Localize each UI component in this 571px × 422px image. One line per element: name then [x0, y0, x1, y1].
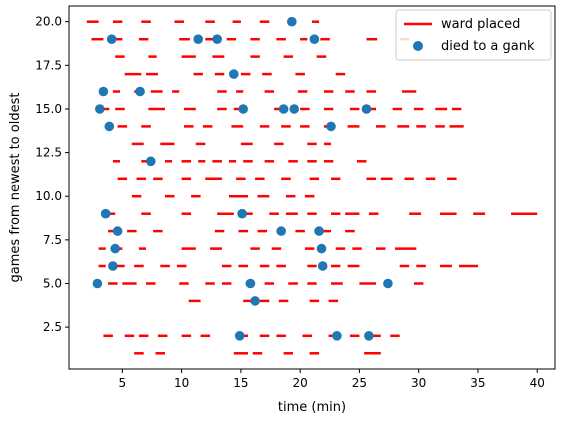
- x-tick-label: 20: [293, 376, 308, 390]
- gank-point: [104, 121, 115, 132]
- gank-point: [95, 104, 105, 114]
- gank-point: [212, 34, 222, 44]
- gank-point: [112, 226, 123, 236]
- y-tick-label: 17.5: [35, 58, 62, 72]
- gank-point: [383, 278, 393, 289]
- x-tick-label: 25: [352, 376, 367, 390]
- gank-point: [250, 296, 260, 306]
- y-axis-ticks: 2.5 5.0 7.5 10.0 12.5 15.0 17.5 20.0: [35, 15, 69, 334]
- x-tick-label: 40: [530, 376, 545, 390]
- x-tick-label: 30: [411, 376, 426, 390]
- gank-point: [237, 208, 247, 219]
- legend-box: [395, 9, 552, 61]
- gank-point: [332, 331, 342, 341]
- gank-point: [361, 104, 372, 114]
- y-tick-label: 15.0: [35, 102, 62, 116]
- gank-point: [314, 226, 324, 236]
- gank-point: [287, 16, 297, 27]
- gank-point: [276, 226, 287, 236]
- gank-point: [364, 331, 374, 341]
- y-tick-label: 20.0: [35, 15, 62, 29]
- y-tick-label: 7.5: [43, 233, 62, 247]
- x-axis-ticks: 5 10 15 20 25 30 35 40: [119, 369, 545, 390]
- gank-point: [316, 243, 327, 254]
- gank-point: [289, 104, 300, 114]
- x-tick-label: 5: [119, 376, 127, 390]
- legend-gank-label: died to a gank: [441, 39, 535, 54]
- gank-point: [92, 278, 103, 289]
- gank-point: [193, 34, 203, 44]
- y-tick-label: 10.0: [35, 189, 62, 203]
- y-tick-label: 5.0: [43, 276, 62, 290]
- gank-point: [326, 121, 336, 132]
- gank-point: [146, 156, 156, 167]
- y-tick-label: 12.5: [35, 146, 62, 160]
- y-tick-label: 2.5: [43, 320, 62, 334]
- gank-point: [108, 261, 118, 271]
- gank-point: [245, 278, 256, 289]
- legend: ward placed died to a gank: [395, 9, 552, 61]
- legend-gank-swatch: [413, 41, 423, 51]
- plot-frame: [68, 5, 556, 370]
- gank-point: [238, 104, 248, 114]
- x-tick-label: 35: [470, 376, 485, 390]
- x-axis-label: time (min): [278, 400, 346, 415]
- gank-point: [278, 104, 289, 114]
- gank-point: [234, 331, 245, 341]
- gank-point: [135, 86, 145, 97]
- gank-point: [106, 34, 117, 44]
- y-axis-label: games from newest to oldest: [8, 93, 23, 283]
- x-tick-label: 15: [233, 376, 248, 390]
- legend-ward-label: ward placed: [441, 17, 520, 32]
- gank-point: [100, 208, 111, 219]
- gank-layer: [92, 16, 393, 341]
- gank-point: [110, 243, 120, 254]
- gank-point: [317, 261, 328, 271]
- gank-point: [229, 69, 239, 79]
- gank-point: [309, 34, 320, 44]
- x-tick-label: 10: [174, 376, 189, 390]
- gank-point: [98, 86, 109, 97]
